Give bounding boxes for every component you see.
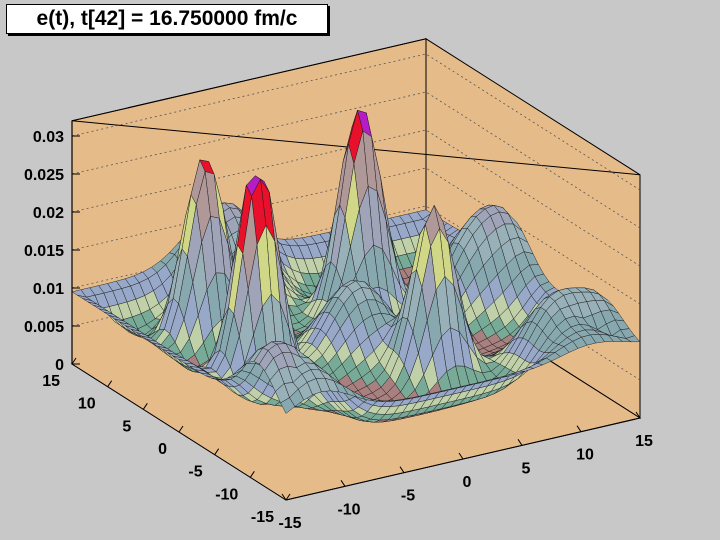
top-edge-back <box>71 38 427 122</box>
y-tick-label: 15 <box>42 373 60 390</box>
z-tick-label: 0 <box>55 357 64 374</box>
z-tick-label: 0.01 <box>33 281 64 298</box>
z-tick-label: 0.005 <box>24 319 64 336</box>
x-tick <box>635 411 641 419</box>
x-tick <box>399 466 405 473</box>
y-tick <box>142 403 148 410</box>
x-tick-label: -10 <box>337 501 360 518</box>
y-tick <box>178 425 184 433</box>
x-tick <box>281 493 287 501</box>
y-tick-label: -15 <box>251 509 274 526</box>
z-gridline-5 <box>71 91 641 229</box>
x-tick <box>340 480 346 487</box>
y-tick-label: -10 <box>215 486 238 503</box>
z-tick-label: 0.015 <box>24 243 64 260</box>
z-gridline-4 <box>71 129 641 267</box>
tick-labels: 0 0.005 0.01 0.015 0.02 0.025 0.03 -15 -10 -5 0 5 10… <box>24 129 653 532</box>
axes <box>71 120 641 501</box>
y-tick-label: 10 <box>78 396 96 413</box>
x-tick <box>458 452 464 460</box>
z-tick-label: 0.02 <box>33 205 64 222</box>
y-tick <box>71 357 77 365</box>
z-gridline-6 <box>71 53 641 191</box>
surface-mesh <box>71 109 641 423</box>
y-tick <box>107 380 113 387</box>
y-tick-label: 0 <box>158 441 167 458</box>
x-tick-label: -15 <box>278 515 301 532</box>
z-tick-label: 0.025 <box>24 167 64 184</box>
y-tick <box>249 471 255 478</box>
x-tick-label: -5 <box>401 488 415 505</box>
surface-cell <box>280 397 296 414</box>
x-tick-label: 0 <box>463 474 472 491</box>
x-tick-label: 15 <box>635 433 653 450</box>
y-tick-label: -5 <box>188 464 202 481</box>
z-tick-label: 0.03 <box>33 129 64 146</box>
chart-title: e(t), t[42] = 16.750000 fm/c <box>6 4 328 34</box>
x-tick <box>517 439 523 446</box>
y-tick <box>214 448 220 455</box>
y-tick-label: 5 <box>122 418 131 435</box>
x-tick-label: 10 <box>576 447 594 464</box>
x-tick <box>576 425 582 432</box>
y-tick <box>285 493 291 501</box>
x-tick-label: 5 <box>522 460 531 477</box>
